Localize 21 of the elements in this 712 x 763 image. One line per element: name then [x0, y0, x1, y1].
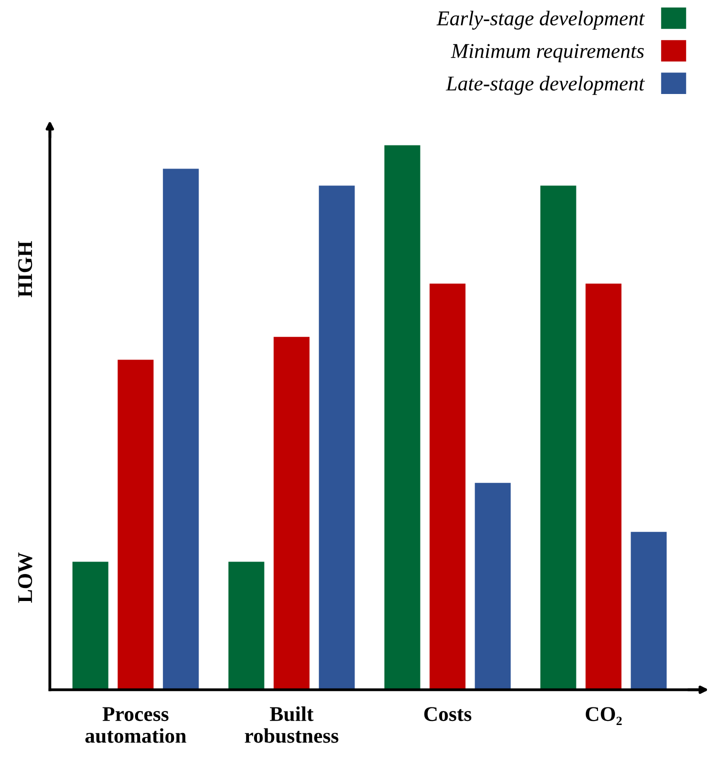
bar [540, 186, 576, 690]
bar [430, 284, 466, 690]
legend-label: Late-stage development [446, 76, 645, 95]
bar [72, 562, 108, 690]
bar [630, 532, 667, 690]
bar [118, 360, 154, 690]
bar [228, 562, 264, 690]
bar [384, 145, 420, 690]
bar [586, 284, 622, 690]
text: HIGH [18, 241, 32, 298]
bar [318, 186, 355, 690]
x-tick-label: CO₂ [586, 707, 622, 726]
x-tick-label: Costs [424, 707, 472, 722]
bar [162, 168, 199, 690]
text: LOW [18, 552, 32, 603]
legend-label: Early-stage development [436, 10, 645, 30]
bar [274, 336, 310, 690]
bar [474, 482, 511, 690]
x-tick-label: Built robustness [244, 706, 338, 743]
x-tick-label: Process automation [85, 707, 186, 743]
legend-label: Minimum requirements [450, 44, 644, 62]
